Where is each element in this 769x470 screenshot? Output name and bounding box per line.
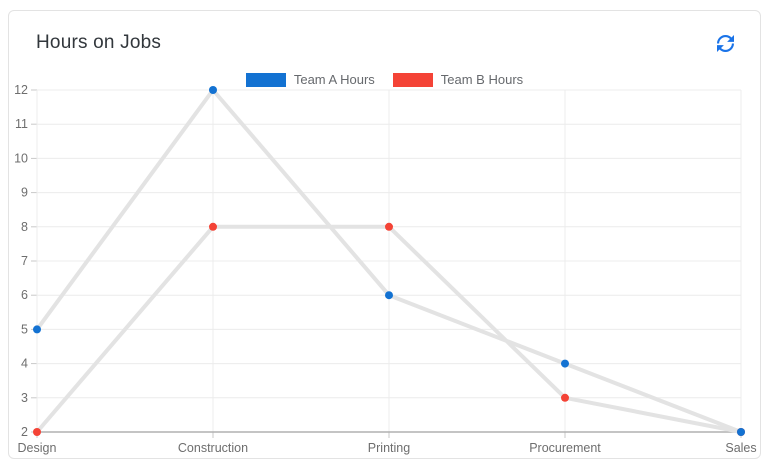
legend-item-team-a[interactable]: Team A Hours xyxy=(245,72,375,87)
chart-legend: Team A Hours Team B Hours xyxy=(9,72,760,87)
legend-label: Team B Hours xyxy=(440,72,524,87)
refresh-icon xyxy=(717,34,737,52)
legend-swatch-team-a xyxy=(245,72,286,87)
refresh-button[interactable] xyxy=(714,30,740,56)
legend-label: Team A Hours xyxy=(293,72,375,87)
legend-item-team-b[interactable]: Team B Hours xyxy=(392,72,524,87)
legend-swatch-team-b xyxy=(392,72,433,87)
page-title: Hours on Jobs xyxy=(36,32,162,53)
chart-card: Hours on Jobs Team A Hours Team B Hours xyxy=(8,10,761,459)
